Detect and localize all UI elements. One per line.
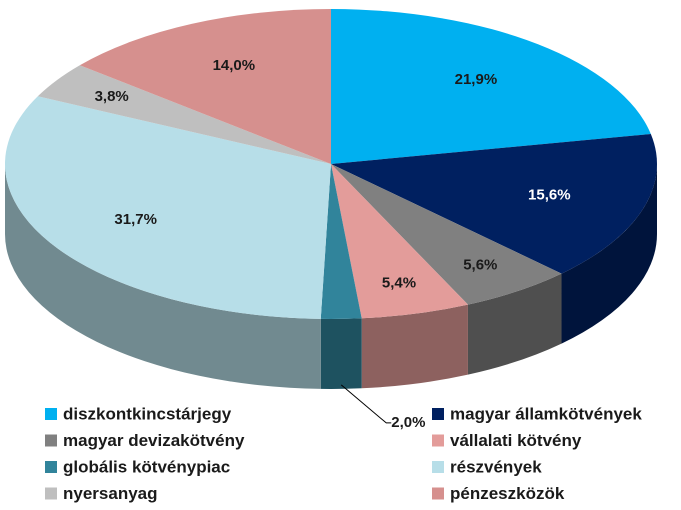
slice (37, 65, 332, 164)
value-label: 15,6% (528, 187, 571, 204)
slice (320, 164, 362, 319)
slice (331, 9, 651, 164)
value-label: 2,0% (391, 414, 425, 431)
legend-swatch (45, 408, 57, 420)
legend-label: magyar államkötvények (450, 404, 642, 423)
legend: diszkontkincstárjegy magyar államkötvénye… (45, 404, 642, 503)
value-label: 14,0% (213, 57, 256, 74)
slice-side (467, 273, 562, 375)
legend-swatch (432, 434, 444, 447)
slice-side (5, 164, 321, 389)
value-label: 5,4% (382, 275, 416, 292)
slice (4, 96, 331, 319)
leader-line (340, 384, 392, 424)
legend-label: részvények (450, 457, 542, 476)
legend-swatch (432, 408, 444, 420)
value-label: 5,6% (463, 257, 497, 274)
legend-swatch (45, 487, 57, 500)
value-label: 21,9% (455, 71, 498, 88)
slice (79, 9, 331, 164)
value-label: 31,7% (114, 211, 157, 228)
legend-label: pénzeszközök (450, 484, 565, 503)
slice-side (361, 304, 468, 389)
legend-swatch (432, 487, 444, 500)
legend-swatch (45, 461, 57, 473)
slice (331, 164, 562, 305)
legend-label: diszkontkincstárjegy (63, 404, 232, 423)
legend-label: magyar devizakötvény (63, 431, 245, 450)
legend-swatch (432, 461, 444, 473)
slice (331, 164, 468, 319)
legend-label: vállalati kötvény (450, 431, 582, 450)
slice-side (561, 164, 657, 344)
slice-side (320, 318, 362, 389)
legend-label: nyersanyag (63, 484, 158, 503)
legend-label: globális kötvénypiac (63, 457, 230, 476)
value-label: 3,8% (95, 88, 129, 105)
legend-swatch (45, 434, 57, 447)
slice (331, 133, 657, 274)
